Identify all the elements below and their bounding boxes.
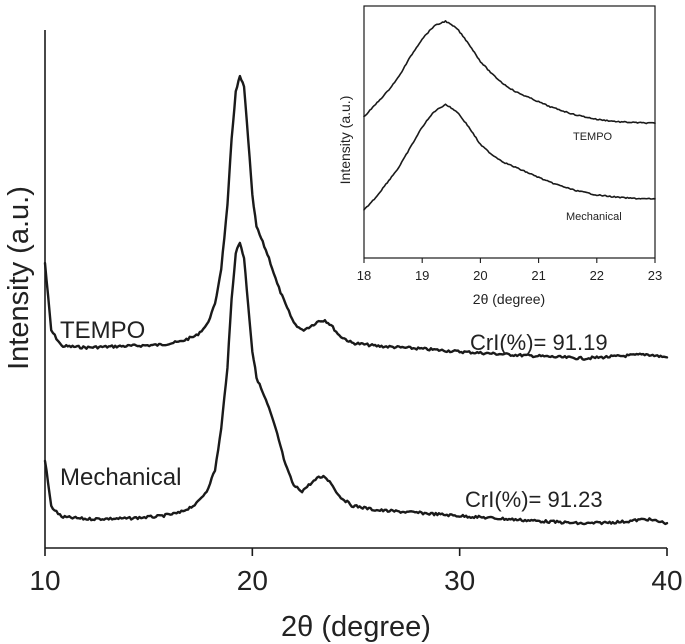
legend-label-mechanical: Mechanical (60, 464, 181, 491)
main-x-tick-label-20: 20 (237, 565, 268, 596)
inset-x-tick-label-18: 18 (357, 268, 371, 283)
inset-x-tick-label-21: 21 (531, 268, 545, 283)
inset-x-tick-label-19: 19 (415, 268, 429, 283)
main-x-axis-title: 2θ (degree) (281, 611, 431, 643)
main-plot: 10 20 30 40 2θ (degree) Intensity (a.u.) TE… (3, 30, 683, 643)
inset-plot: 18 19 20 21 22 23 2θ (degree) Intensity (a.u.… (337, 5, 662, 307)
inset-x-tick-label-23: 23 (648, 268, 662, 283)
inset-x-axis-title: 2θ (degree) (473, 291, 545, 307)
inset-series-mechanical-line (363, 103, 656, 211)
inset-x-tick-label-22: 22 (590, 268, 604, 283)
inset-frame (363, 5, 656, 259)
inset-x-tick-label-20: 20 (473, 268, 487, 283)
crystallinity-annotation-mechanical: CrI(%)= 91.23 (465, 487, 603, 512)
main-series-mechanical-line (43, 241, 669, 526)
inset-y-axis-title: Intensity (a.u.) (337, 96, 353, 185)
main-x-tick-label-30: 30 (444, 565, 475, 596)
main-x-tick-label-10: 10 (29, 565, 60, 596)
main-y-axis-title: Intensity (a.u.) (3, 186, 35, 370)
crystallinity-annotation-tempo: CrI(%)= 91.19 (470, 330, 608, 355)
inset-series-tempo-line (363, 20, 656, 125)
inset-label-tempo: TEMPO (573, 131, 613, 143)
main-x-tick-label-40: 40 (651, 565, 682, 596)
main-series-tempo-line (43, 74, 669, 361)
inset-label-mechanical: Mechanical (566, 211, 622, 223)
legend-label-tempo: TEMPO (60, 317, 145, 344)
